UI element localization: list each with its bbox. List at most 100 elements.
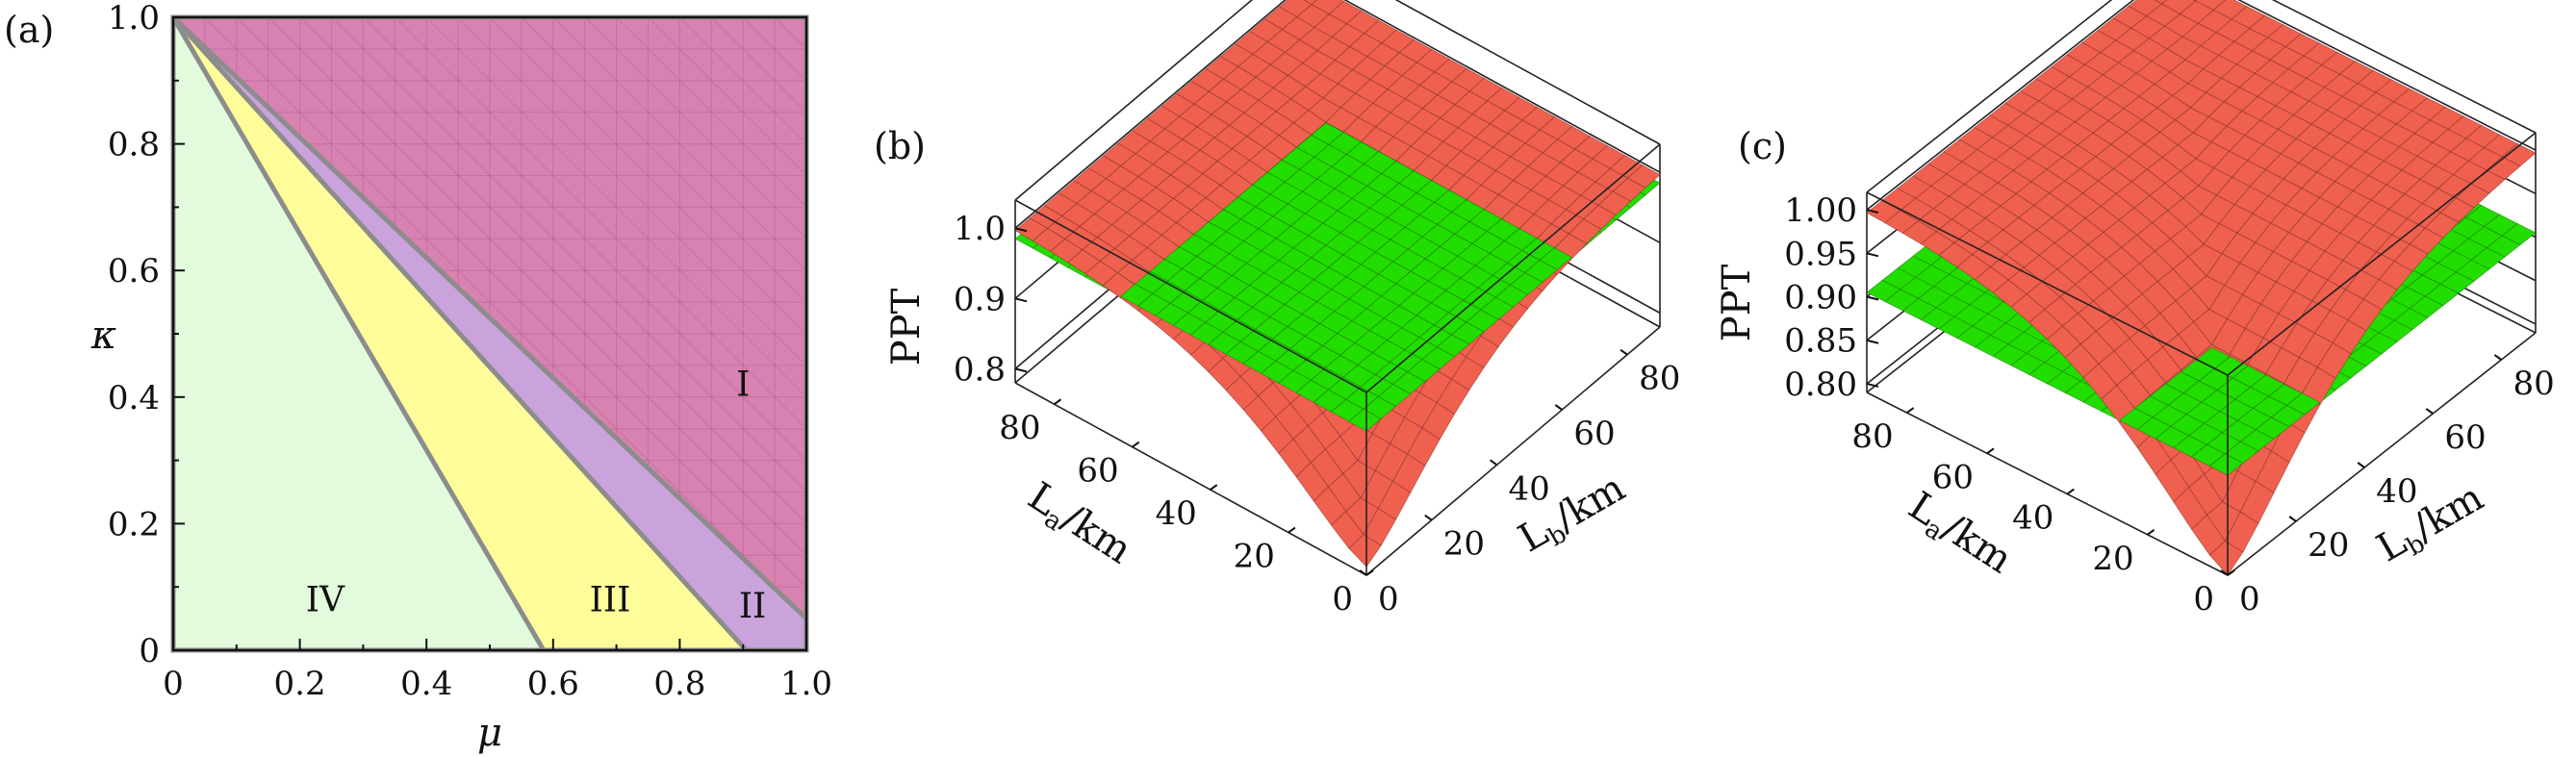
hatch-line bbox=[236, 16, 807, 588]
box-edge bbox=[1394, 0, 1661, 145]
lb-tick bbox=[1424, 514, 1433, 521]
red-surface-patch bbox=[1303, 0, 1317, 6]
lb-tick-label: 80 bbox=[2512, 365, 2554, 403]
lb-tick bbox=[2220, 569, 2229, 576]
boundary-line bbox=[170, 14, 749, 653]
region-label-I: I bbox=[736, 366, 750, 405]
la-tick-label: 40 bbox=[2012, 499, 2053, 538]
lb-tick-label: 60 bbox=[2444, 418, 2486, 457]
hatch-line bbox=[521, 16, 807, 303]
box-edge bbox=[2227, 132, 2537, 376]
la-tick bbox=[1906, 407, 1915, 414]
surfaces bbox=[1014, 0, 1661, 568]
hatch-line bbox=[679, 16, 807, 144]
z-tick bbox=[1866, 382, 1879, 388]
hatch-line bbox=[552, 16, 807, 271]
region-label-II: II bbox=[739, 587, 766, 626]
hatch-line bbox=[742, 16, 807, 82]
z-tick-label: 0.9 bbox=[954, 280, 1006, 318]
surfaces bbox=[1866, 0, 2537, 576]
x-tick-label: 0.4 bbox=[400, 665, 452, 703]
z-axis-title: PPT bbox=[884, 288, 929, 366]
green-plane-patch bbox=[2208, 453, 2244, 476]
x-tick-label: 0.8 bbox=[653, 665, 705, 703]
red-surface-patch bbox=[2208, 541, 2244, 576]
z-tick bbox=[1866, 209, 1879, 214]
hatch-line bbox=[774, 16, 807, 50]
panel-a-label: (a) bbox=[4, 9, 54, 51]
z-tick-label: 0.80 bbox=[1784, 366, 1857, 404]
x-axis-title: μ bbox=[477, 711, 502, 755]
la-tick-label: 0 bbox=[1332, 580, 1353, 618]
z-tick-label: 0.8 bbox=[954, 350, 1006, 389]
lb-tick-label: 60 bbox=[1573, 415, 1615, 453]
panel-b-label: (b) bbox=[874, 125, 926, 167]
region-II bbox=[173, 17, 806, 650]
la-tick bbox=[1132, 441, 1140, 448]
grid-line bbox=[1866, 0, 2135, 211]
hatch-line bbox=[584, 16, 807, 240]
panel-a-region-chart: 0 0.2 0.4 0.6 0.8 1.000.20.40.60.81.0 IIIIIII… bbox=[4, 0, 832, 755]
z-tick-label: 0.85 bbox=[1784, 322, 1857, 361]
la-axis-title: La/km bbox=[1898, 484, 2020, 587]
la-tick bbox=[1288, 526, 1296, 534]
z-tick bbox=[1866, 295, 1879, 301]
panel-c-label: (c) bbox=[1738, 125, 1787, 167]
z-tick bbox=[1866, 339, 1879, 344]
hatch-line bbox=[394, 16, 807, 430]
grid-line bbox=[2237, 0, 2537, 151]
lb-tick bbox=[1554, 404, 1563, 411]
lb-tick-label: 20 bbox=[2308, 526, 2349, 565]
y-axis-title: κ bbox=[90, 314, 116, 358]
hatch-line bbox=[268, 16, 807, 556]
box-edge bbox=[1014, 0, 1254, 201]
la-tick-label: 20 bbox=[2092, 540, 2133, 578]
la-tick bbox=[2227, 569, 2235, 576]
lb-tick bbox=[1620, 348, 1628, 356]
green-plane-patch bbox=[1348, 408, 1382, 432]
boundary-line bbox=[170, 14, 547, 653]
hatch-pattern bbox=[204, 16, 807, 619]
region-label-III: III bbox=[590, 580, 631, 619]
la-tick bbox=[1053, 398, 1062, 406]
z-tick bbox=[1866, 252, 1879, 258]
lb-tick-label: 0 bbox=[2239, 580, 2260, 618]
y-tick-label: 0.6 bbox=[108, 252, 160, 290]
x-tick-label: 0.2 bbox=[274, 665, 326, 703]
z-axis-title: PPT bbox=[1715, 264, 1759, 341]
lb-tick-label: 20 bbox=[1443, 525, 1485, 564]
axis-ticks: 0.80 0.85 0.90 0.95 1.00 0 20 40 60 80 0 20 40 60 80 bbox=[1784, 191, 2554, 618]
lb-tick bbox=[2288, 516, 2297, 522]
la-tick-label: 80 bbox=[999, 409, 1040, 447]
red-surface-patch bbox=[2154, 0, 2168, 5]
la-tick-label: 60 bbox=[1077, 452, 1118, 491]
lb-tick-label: 0 bbox=[1378, 580, 1399, 618]
z-tick bbox=[1014, 297, 1028, 303]
box-edge bbox=[1866, 191, 2229, 376]
hatch-line bbox=[648, 16, 807, 176]
lb-tick bbox=[2425, 408, 2434, 415]
box-edge bbox=[2227, 332, 2537, 576]
hatch-line bbox=[204, 16, 807, 619]
boundary-line bbox=[170, 14, 809, 621]
lb-tick bbox=[1489, 459, 1498, 467]
y-tick-label: 0.8 bbox=[108, 126, 160, 164]
box-edge bbox=[1866, 391, 2229, 576]
y-tick-label: 0 bbox=[139, 632, 160, 670]
lb-tick-label: 40 bbox=[1509, 469, 1550, 508]
la-tick-label: 0 bbox=[2193, 580, 2214, 618]
x-tick-label: 0.6 bbox=[527, 665, 579, 703]
box-edge bbox=[1014, 199, 1367, 393]
lb-tick-label: 80 bbox=[1639, 360, 1680, 398]
hatch-line bbox=[425, 16, 807, 398]
hatch-line bbox=[616, 16, 807, 208]
lb-tick bbox=[2493, 354, 2503, 361]
la-tick bbox=[1365, 569, 1374, 576]
box-edge bbox=[1365, 326, 1661, 576]
axis-ticks: 0.8 0.9 1.0 0 20 40 60 80 0 20 40 60 80 bbox=[954, 210, 1680, 618]
hatch-line bbox=[457, 16, 807, 366]
z-tick bbox=[1014, 227, 1028, 233]
z-tick bbox=[1014, 367, 1028, 373]
